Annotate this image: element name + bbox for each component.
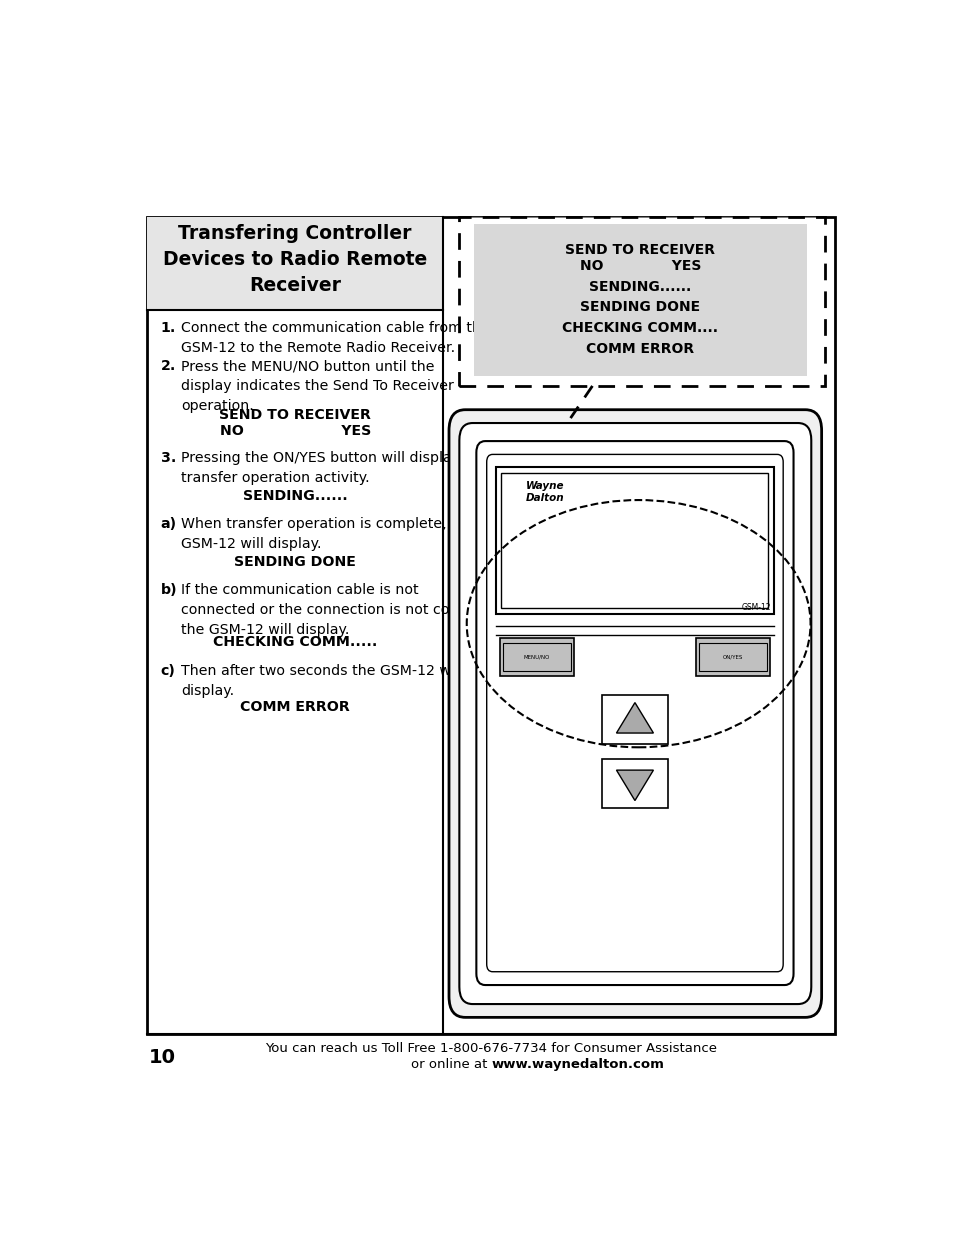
- Text: SENDING DONE: SENDING DONE: [579, 300, 700, 315]
- Text: Connect the communication cable from the
GSM-12 to the Remote Radio Receiver.: Connect the communication cable from the…: [181, 321, 490, 356]
- Text: 3.: 3.: [160, 451, 176, 464]
- Text: COMM ERROR: COMM ERROR: [586, 342, 694, 356]
- Bar: [474, 225, 806, 377]
- Text: COMM ERROR: COMM ERROR: [240, 700, 350, 714]
- Text: SENDING DONE: SENDING DONE: [234, 556, 355, 569]
- Text: Then after two seconds the GSM-12 will
display.: Then after two seconds the GSM-12 will d…: [181, 663, 463, 698]
- Text: c): c): [160, 663, 175, 678]
- Bar: [601, 695, 667, 745]
- Text: CHECKING COMM.....: CHECKING COMM.....: [213, 635, 377, 650]
- Text: NO              YES: NO YES: [579, 258, 700, 273]
- Text: or online at: or online at: [410, 1058, 491, 1072]
- Text: b): b): [160, 583, 177, 597]
- Bar: [696, 638, 769, 676]
- Text: ON/YES: ON/YES: [722, 655, 742, 659]
- Bar: [601, 758, 667, 808]
- Text: 2.: 2.: [160, 359, 176, 373]
- Text: www.waynedalton.com: www.waynedalton.com: [491, 1058, 663, 1072]
- Text: CHECKING COMM....: CHECKING COMM....: [562, 321, 718, 335]
- Polygon shape: [616, 703, 653, 734]
- Bar: [459, 216, 824, 385]
- FancyBboxPatch shape: [449, 410, 821, 1018]
- Text: 10: 10: [149, 1047, 175, 1067]
- Text: Press the MENU/NO button until the
display indicates the Send To Receiver
operat: Press the MENU/NO button until the displ…: [181, 359, 454, 414]
- Text: You can reach us Toll Free 1-800-676-7734 for Consumer Assistance: You can reach us Toll Free 1-800-676-773…: [265, 1042, 717, 1055]
- Text: SENDING......: SENDING......: [243, 489, 347, 503]
- Text: a): a): [160, 517, 176, 531]
- FancyBboxPatch shape: [476, 441, 793, 986]
- Bar: [499, 638, 574, 676]
- Text: NO                    YES: NO YES: [219, 424, 371, 438]
- FancyBboxPatch shape: [486, 454, 782, 972]
- Text: Transfering Controller
Devices to Radio Remote
Receiver: Transfering Controller Devices to Radio …: [163, 225, 427, 295]
- FancyBboxPatch shape: [459, 424, 810, 1004]
- Text: SEND TO RECEIVER: SEND TO RECEIVER: [565, 243, 715, 257]
- Text: SEND TO RECEIVER: SEND TO RECEIVER: [219, 408, 371, 422]
- Text: MENU/NO: MENU/NO: [523, 655, 550, 659]
- Text: Pressing the ON/YES button will display
transfer operation activity.: Pressing the ON/YES button will display …: [181, 451, 460, 484]
- Text: GSM-12: GSM-12: [741, 603, 771, 611]
- Bar: [502, 642, 571, 672]
- Bar: [699, 642, 766, 672]
- Text: When transfer operation is complete, the
GSM-12 will display.: When transfer operation is complete, the…: [181, 517, 475, 551]
- Bar: [147, 216, 442, 310]
- Text: Wayne
Dalton: Wayne Dalton: [525, 482, 564, 504]
- Polygon shape: [616, 771, 653, 800]
- Text: 1.: 1.: [160, 321, 176, 335]
- Bar: [496, 467, 773, 614]
- Bar: [501, 473, 767, 608]
- Text: If the communication cable is not
connected or the connection is not correct,
th: If the communication cable is not connec…: [181, 583, 487, 637]
- Bar: [147, 216, 834, 1035]
- Text: SENDING......: SENDING......: [589, 280, 691, 294]
